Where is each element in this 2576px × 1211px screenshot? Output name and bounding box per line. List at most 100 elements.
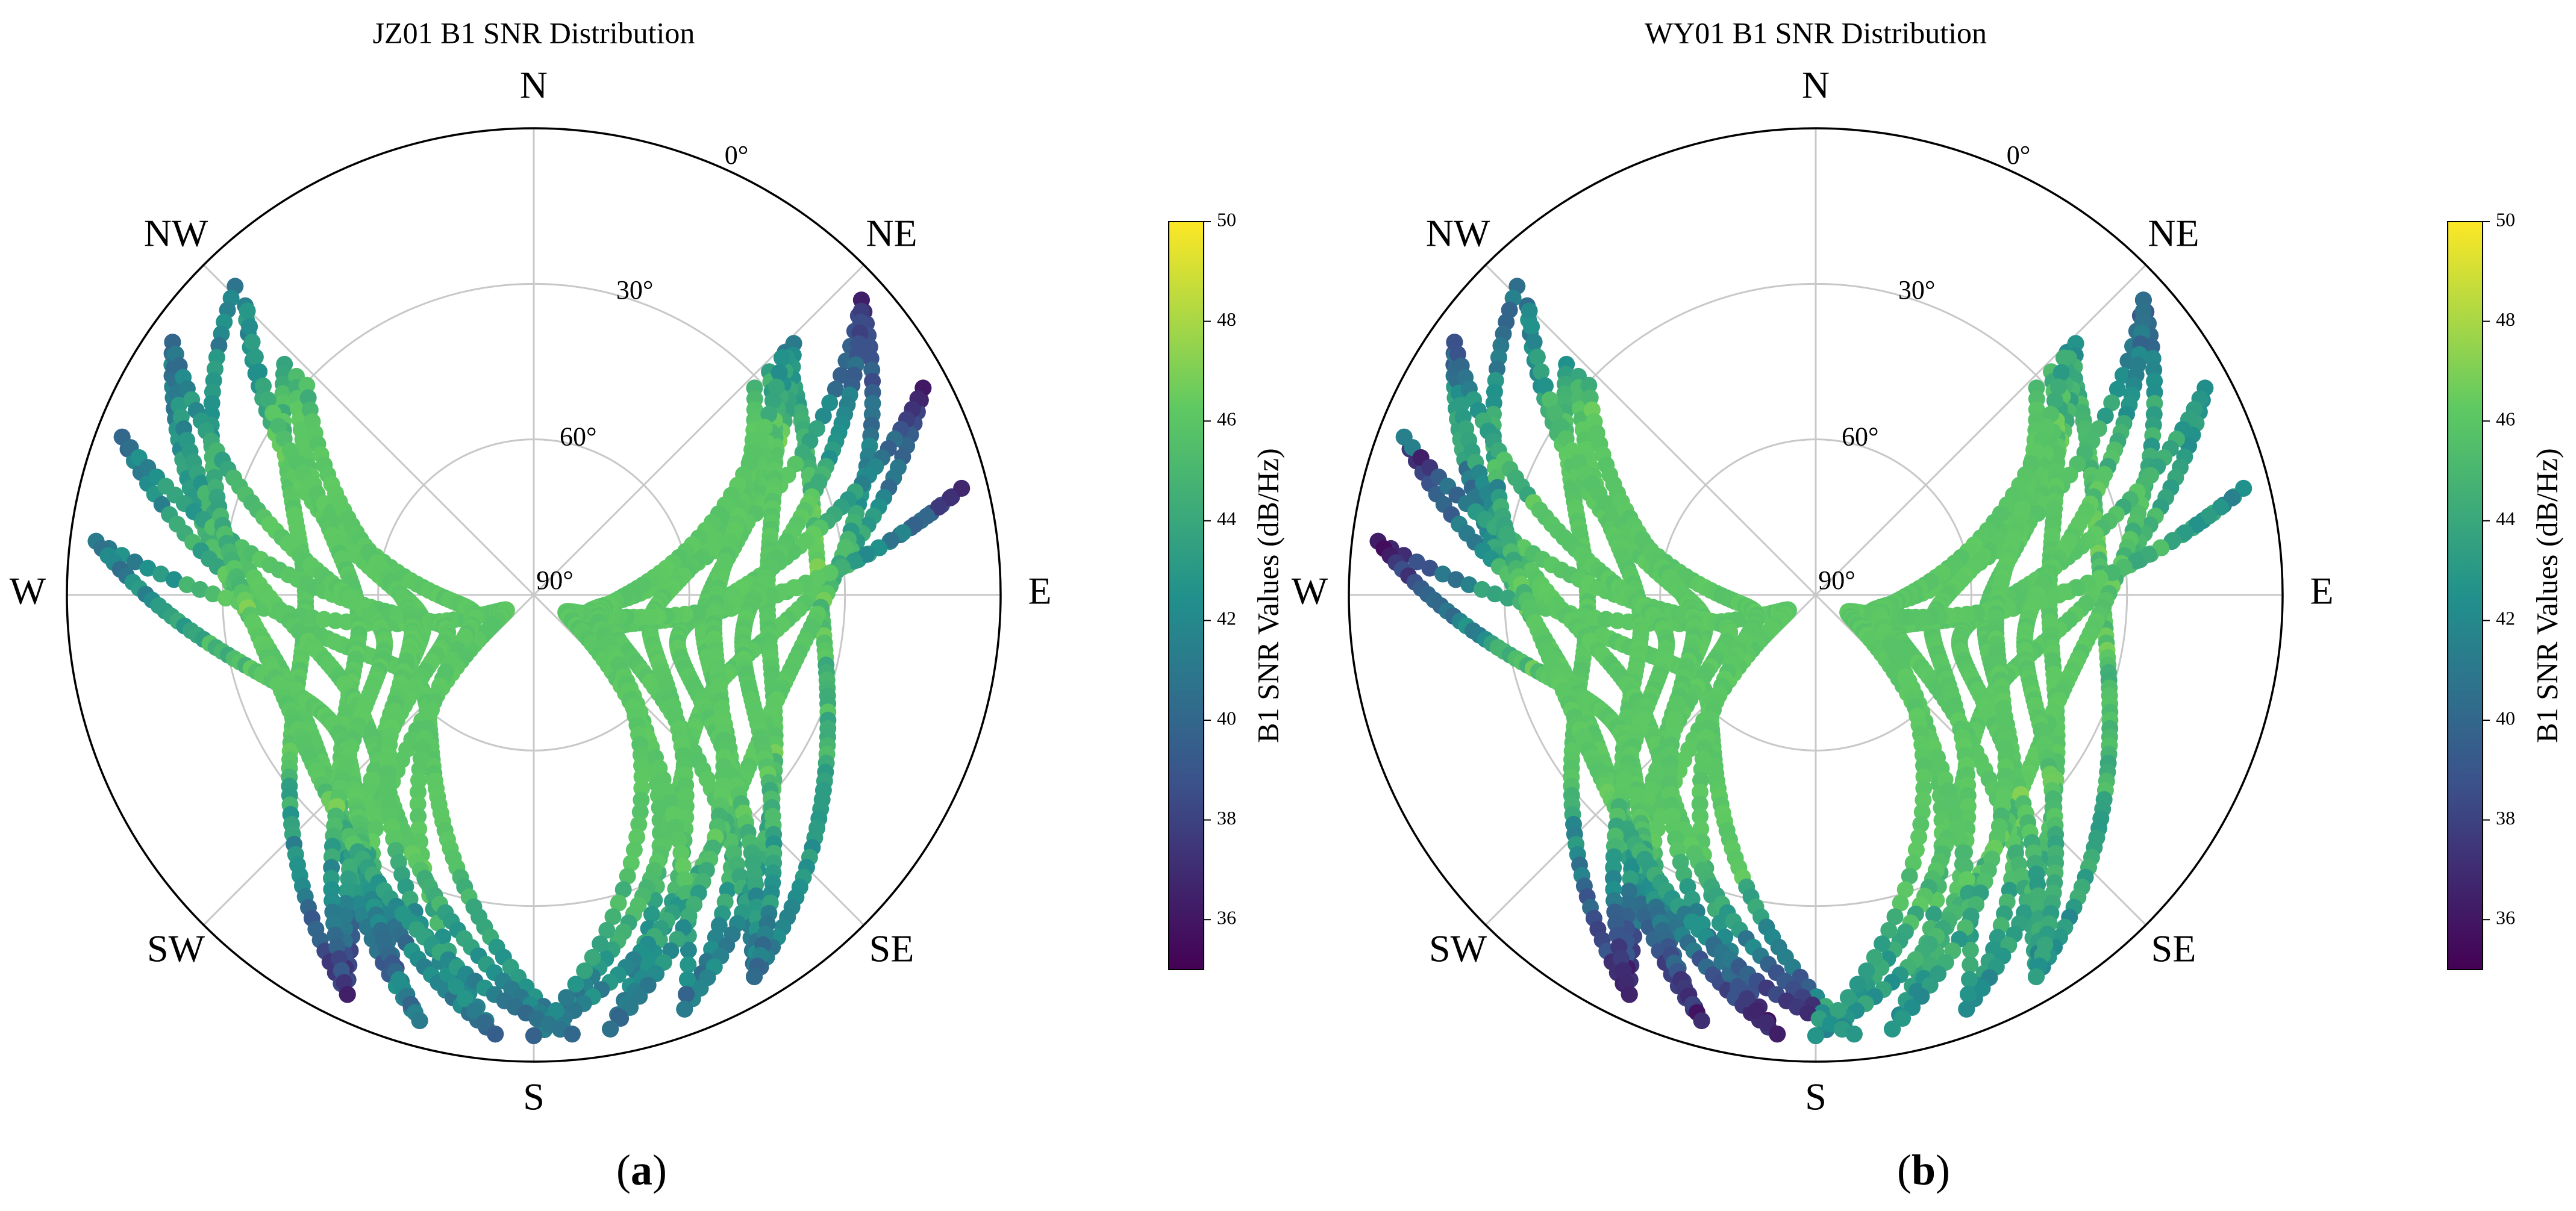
- snr-point: [563, 1026, 581, 1043]
- snr-point: [906, 516, 924, 534]
- snr-point: [2042, 405, 2060, 423]
- snr-point: [1729, 978, 1746, 995]
- colorbar-tick-label: 48: [2496, 308, 2515, 330]
- elevation-label: 90°: [1818, 565, 1855, 595]
- snr-point: [192, 581, 208, 598]
- chart-title: JZ01 B1 SNR Distribution: [373, 16, 695, 49]
- azimuth-gridline: [202, 264, 535, 596]
- snr-point: [410, 820, 428, 838]
- snr-point: [251, 363, 268, 381]
- snr-point: [1830, 1002, 1846, 1019]
- snr-point: [592, 935, 609, 953]
- snr-point: [241, 318, 258, 335]
- elevation-label: 30°: [616, 275, 654, 305]
- snr-point: [1738, 990, 1755, 1007]
- colorbar-label: B1 SNR Values (dB/Hz): [1251, 448, 1284, 742]
- snr-point: [584, 948, 601, 966]
- snr-point: [1447, 571, 1465, 588]
- snr-point: [821, 394, 839, 411]
- snr-point: [126, 553, 143, 571]
- snr-point: [1622, 870, 1639, 888]
- snr-point: [679, 971, 696, 988]
- direction-label-n: N: [520, 64, 548, 107]
- snr-point: [1913, 988, 1930, 1005]
- snr-point: [1904, 999, 1921, 1016]
- caption-letter: a: [631, 1146, 652, 1194]
- snr-point: [674, 858, 692, 875]
- chart-title: WY01 B1 SNR Distribution: [1645, 16, 1987, 49]
- snr-point: [1434, 565, 1451, 583]
- snr-point: [633, 791, 650, 809]
- direction-label-sw: SW: [147, 927, 205, 970]
- snr-point: [456, 990, 474, 1007]
- colorbar-tick-label: 40: [1217, 707, 1236, 729]
- horizon-circle: [66, 127, 1002, 1063]
- snr-point: [625, 841, 643, 859]
- snr-point: [1839, 989, 1857, 1006]
- snr-point: [410, 808, 427, 825]
- snr-point: [1892, 894, 1909, 912]
- skyplot-panel-b: WY01 B1 SNR DistributionNNEESESSWWNW0°30…: [1292, 16, 2564, 1194]
- snr-point: [264, 405, 282, 422]
- snr-point: [1880, 921, 1898, 939]
- snr-point: [2200, 508, 2218, 525]
- snr-point: [894, 524, 911, 541]
- direction-label-s: S: [1805, 1076, 1827, 1118]
- snr-point: [598, 921, 616, 939]
- subfigure-caption: (a): [616, 1146, 667, 1194]
- snr-point: [764, 392, 781, 409]
- subfigure-caption: (b): [1897, 1146, 1950, 1194]
- snr-point: [1621, 882, 1637, 900]
- snr-point: [339, 882, 355, 900]
- snr-point: [622, 999, 639, 1016]
- snr-point: [2164, 532, 2181, 549]
- snr-point: [628, 829, 646, 845]
- elevation-label: 30°: [1898, 275, 1936, 305]
- direction-label-ne: NE: [2148, 212, 2199, 255]
- elevation-label: 0°: [2007, 140, 2031, 170]
- snr-point: [1962, 956, 1979, 974]
- snr-point: [1769, 1026, 1786, 1043]
- snr-point: [785, 335, 802, 352]
- snr-point: [814, 407, 832, 425]
- azimuth-gridline: [533, 264, 865, 596]
- snr-point: [760, 405, 778, 423]
- elevation-label: 60°: [1842, 422, 1879, 451]
- snr-point: [1884, 1020, 1901, 1038]
- snr-point: [1961, 971, 1978, 988]
- snr-point: [2052, 364, 2070, 381]
- snr-point: [1421, 559, 1439, 577]
- snr-point: [773, 349, 790, 367]
- snr-point: [1845, 1026, 1863, 1043]
- snr-point: [1952, 831, 1969, 848]
- snr-scatter-points: [1369, 278, 2252, 1044]
- snr-point: [1894, 1010, 1912, 1027]
- snr-point: [2055, 349, 2072, 367]
- colorbar-tick-label: 38: [2496, 807, 2515, 829]
- snr-point: [680, 956, 697, 974]
- snr-point: [2049, 378, 2067, 396]
- snr-point: [1960, 986, 1977, 1003]
- snr-point: [942, 489, 959, 506]
- snr-point: [622, 855, 640, 871]
- snr-point: [670, 831, 687, 848]
- snr-point: [1528, 348, 1546, 366]
- snr-point: [576, 962, 593, 980]
- snr-point: [833, 367, 849, 384]
- snr-point: [827, 381, 844, 398]
- snr-point: [953, 479, 971, 497]
- snr-point: [1886, 908, 1904, 926]
- snr-point: [643, 906, 660, 923]
- colorbar-tick-label: 40: [2496, 707, 2515, 729]
- snr-point: [930, 499, 947, 516]
- snr-point: [165, 571, 183, 588]
- snr-point: [2115, 367, 2131, 384]
- colorbar-tick-label: 42: [2496, 608, 2515, 629]
- snr-point: [1925, 906, 1942, 923]
- snr-point: [631, 803, 649, 821]
- snr-point: [1904, 855, 1922, 871]
- caption-paren-close: ): [652, 1146, 667, 1194]
- snr-point: [2176, 524, 2193, 541]
- direction-label-nw: NW: [1426, 212, 1490, 255]
- snr-point: [1499, 590, 1516, 607]
